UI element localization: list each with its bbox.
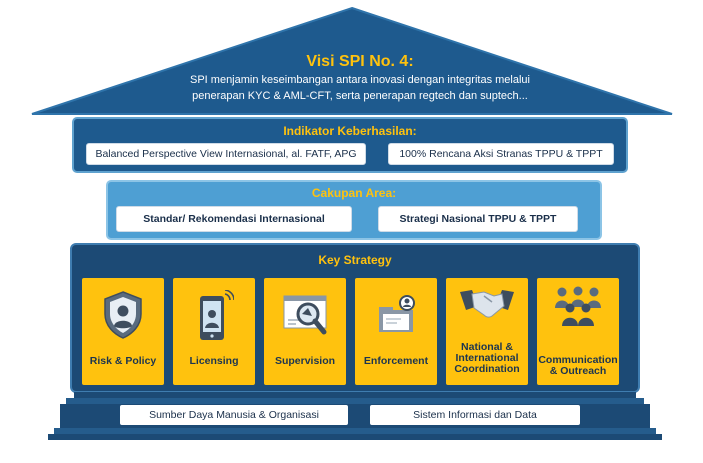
handshake-icon	[460, 290, 514, 318]
roof-text-line1: SPI menjamin keseimbangan antara inovasi…	[190, 74, 530, 86]
foundation-item-2: Sistem Informasi dan Data	[370, 405, 580, 425]
card-label: National & International Coordination	[454, 341, 520, 375]
card-communication: Communication & Outreach	[537, 278, 619, 385]
roof-title: Visi SPI No. 4:	[306, 53, 414, 70]
people-group-icon	[555, 286, 601, 326]
card-coordination: National & International Coordination	[446, 278, 528, 385]
card-label: Communication & Outreach	[538, 354, 618, 377]
foundation-steps	[48, 392, 662, 440]
foundation-item-1: Sumber Daya Manusia & Organisasi	[120, 405, 348, 425]
cakupan-title: Cakupan Area:	[311, 186, 397, 200]
indikator-panel: Indikator Keberhasilan: Balanced Perspec…	[72, 117, 628, 173]
card-label: Risk & Policy	[89, 355, 157, 367]
shield-user-icon	[104, 291, 142, 339]
card-label: Licensing	[189, 355, 239, 367]
cakupan-item-1: Standar/ Rekomendasi Internasional	[116, 206, 352, 232]
magnifier-icon	[283, 295, 327, 335]
key-strategy-title: Key Strategy	[318, 253, 392, 267]
card-supervision: Supervision	[264, 278, 346, 385]
roof-text-line2: penerapan KYC & AML-CFT, serta penerapan…	[192, 90, 528, 102]
indikator-title: Indikator Keberhasilan:	[283, 124, 417, 138]
indikator-item-1: Balanced Perspective View Internasional,…	[86, 143, 366, 165]
cakupan-item-2: Strategi Nasional TPPU & TPPT	[378, 206, 578, 232]
roof	[31, 6, 673, 115]
smartphone-icon	[200, 290, 234, 340]
key-strategy-panel: Key Strategy Risk & Policy Licensing	[70, 243, 640, 393]
indikator-item-2: 100% Rencana Aksi Stranas TPPU & TPPT	[388, 143, 614, 165]
card-label: Supervision	[274, 355, 336, 367]
card-label: Enforcement	[363, 355, 429, 367]
folder-icon	[379, 295, 415, 332]
card-enforcement: Enforcement	[355, 278, 437, 385]
card-licensing: Licensing	[173, 278, 255, 385]
cakupan-panel: Cakupan Area: Standar/ Rekomendasi Inter…	[106, 180, 602, 240]
card-risk-policy: Risk & Policy	[82, 278, 164, 385]
